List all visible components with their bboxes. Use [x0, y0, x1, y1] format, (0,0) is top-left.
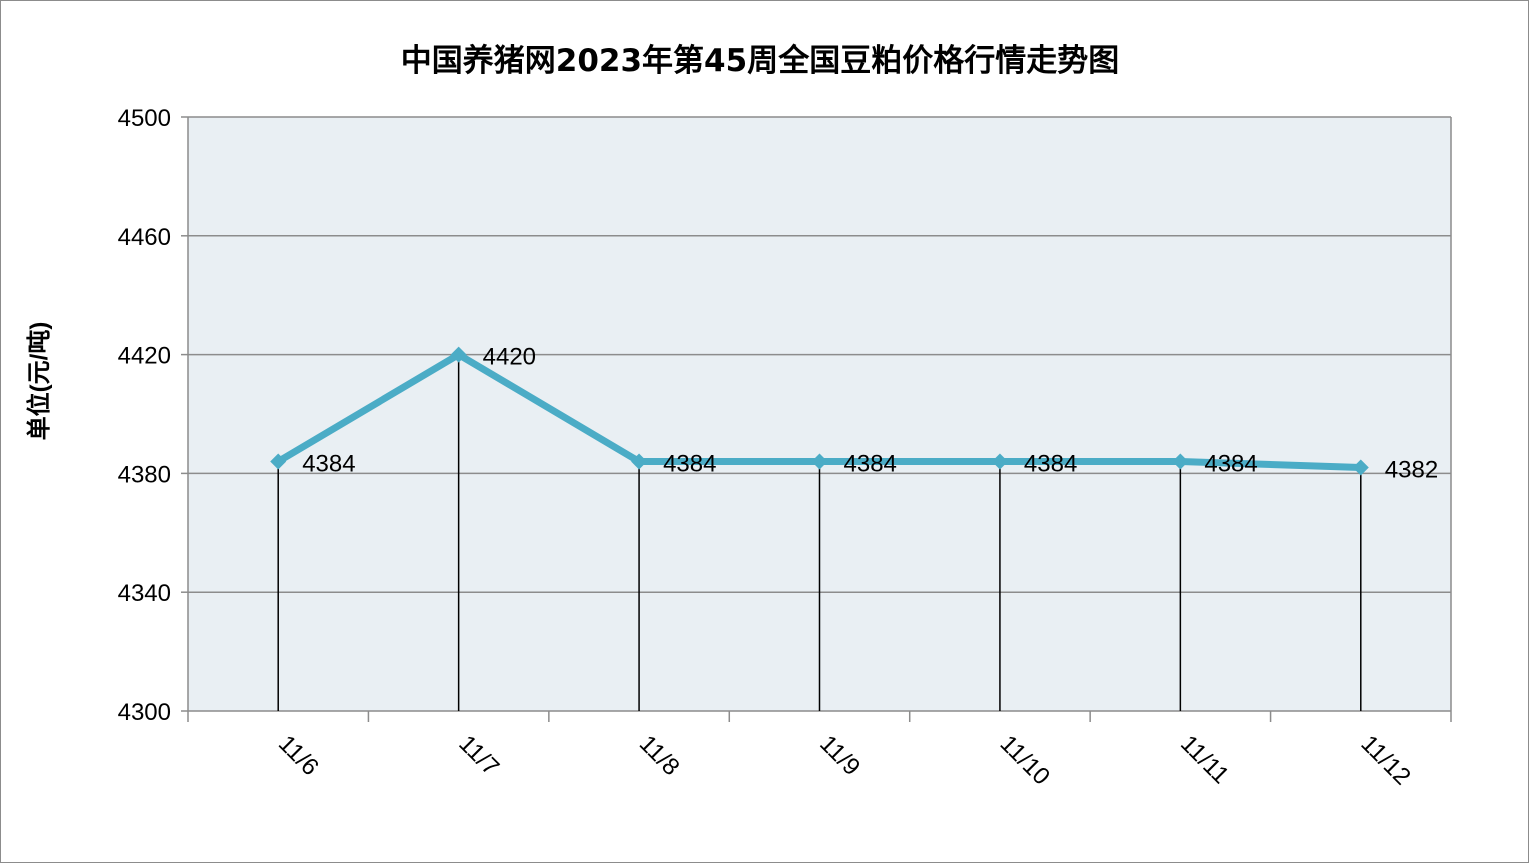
data-label: 4384	[663, 451, 716, 478]
x-axis-ticks: 11/6 11/7 11/8 11/9 11/10 11/11 11/12	[187, 711, 1452, 790]
data-labels: 4384 4420 4384 4384 4384 4384 4382	[302, 344, 1438, 484]
x-tick-label: 11/6	[273, 730, 324, 781]
y-tick-label: 4380	[118, 461, 171, 488]
y-tick-label: 4460	[118, 224, 171, 251]
data-label: 4384	[844, 451, 897, 478]
x-tick-label: 11/10	[995, 730, 1055, 790]
data-point-marker	[450, 346, 467, 363]
data-point-marker	[631, 453, 648, 470]
x-tick-label: 11/9	[814, 730, 865, 781]
data-label: 4382	[1385, 456, 1438, 483]
data-label: 4384	[1024, 451, 1077, 478]
chart-title: 中国养猪网2023年第45周全国豆粕价格行情走势图	[401, 43, 1119, 79]
x-tick-label: 11/12	[1356, 730, 1416, 790]
data-point-marker	[811, 453, 828, 470]
y-tick-label: 4420	[118, 343, 171, 370]
x-tick-label: 11/11	[1175, 730, 1234, 789]
data-label: 4420	[483, 344, 536, 371]
data-point-marker	[270, 453, 287, 470]
data-point-marker	[1352, 459, 1369, 476]
x-tick-label: 11/8	[634, 730, 685, 781]
data-point-marker	[991, 453, 1008, 470]
series	[270, 346, 1369, 476]
y-axis-title: 单位(元/吨)	[25, 322, 53, 441]
x-tick-label: 11/7	[453, 730, 504, 781]
y-tick-label: 4340	[118, 580, 171, 607]
data-point-marker	[1172, 453, 1189, 470]
data-label: 4384	[1204, 451, 1257, 478]
y-axis-ticks: 4300 4340 4380 4420 4460 4500	[118, 105, 188, 726]
y-tick-label: 4500	[118, 105, 171, 132]
data-label: 4384	[302, 451, 355, 478]
drop-lines	[277, 354, 1362, 711]
y-tick-label: 4300	[118, 699, 171, 726]
